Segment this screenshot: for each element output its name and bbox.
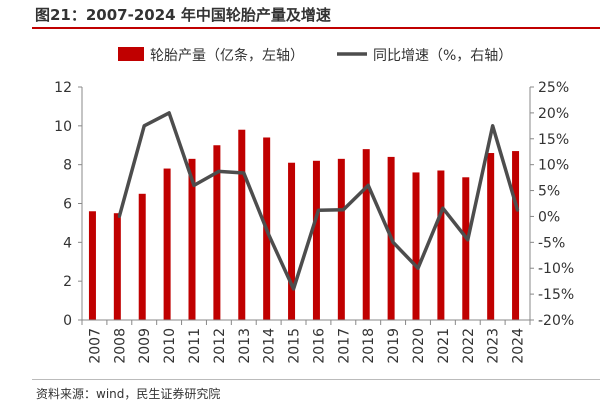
line-point-2010 [167,111,171,115]
line-point-2014 [267,233,271,237]
bar-2018 [362,149,370,320]
right-axis: -20% -15% -10% -5% 0% 5% 10% 15% 20% 25% [529,80,574,329]
x-tick-label: 2013 [237,328,253,364]
left-tick-label: 2 [63,274,72,290]
x-tick-label: 2017 [336,328,352,364]
bar-2024 [512,151,520,320]
legend-bar-swatch [118,47,144,61]
bar-2021 [437,170,445,320]
right-tick-label: -10% [538,261,574,277]
x-tick-label: 2022 [461,328,477,364]
x-tick-label: 2021 [436,328,452,364]
line-point-2013 [242,171,246,175]
bar-2016 [312,160,320,320]
x-tick-label: 2016 [311,328,327,364]
left-tick-label: 0 [63,313,72,329]
bar-2013 [238,129,246,320]
right-tick-label: 5% [538,184,560,200]
bar-2017 [337,158,345,320]
bar-2015 [288,162,296,320]
line-point-2011 [192,183,196,187]
line-point-2024 [516,208,520,212]
x-tick-label: 2024 [511,328,527,364]
line-point-2020 [416,266,420,270]
line-point-2009 [142,124,146,128]
right-tick-label: 20% [538,106,569,122]
bar-2012 [213,145,221,320]
right-tick-label: -20% [538,313,574,329]
line-point-2023 [491,124,495,128]
right-tick-label: -5% [538,235,565,251]
left-tick-label: 6 [63,197,72,213]
page-title: 图21：2007-2024 年中国轮胎产量及增速 [35,6,331,24]
x-tick-label: 2008 [112,328,128,364]
bar-2022 [462,177,470,320]
right-tick-label: 0% [538,209,560,225]
line-point-2018 [366,183,370,187]
line-point-2017 [341,208,345,212]
line-point-2016 [316,208,320,212]
line-point-2015 [292,287,296,291]
bar-2008 [113,213,121,320]
bar-2023 [487,153,495,320]
line-point-2012 [217,169,221,173]
left-tick-label: 12 [54,80,72,96]
line-point-2019 [391,240,395,244]
left-axis: 0 2 4 6 8 10 12 [54,80,83,329]
line-point-2022 [466,238,470,242]
x-tick-label: 2010 [162,328,178,364]
bar-2007 [88,211,96,320]
line-point-2008 [117,214,121,218]
x-tick-label: 2020 [411,328,427,364]
left-tick-label: 10 [54,119,72,135]
x-tick-label: 2012 [212,328,228,364]
x-tick-label: 2014 [262,328,278,364]
x-tick-label: 2015 [287,328,303,364]
right-tick-label: 15% [538,132,569,148]
source-note: 资料来源：wind，民生证券研究院 [36,387,221,401]
bar-2011 [188,158,196,320]
legend: 轮胎产量（亿条，左轴） 同比增速（%，右轴） [118,47,512,64]
bar-2009 [138,193,146,320]
title-rule [32,27,600,29]
x-tick-label: 2019 [386,328,402,364]
x-axis: 2007 2008 2009 2010 2011 2012 2013 2014 2015 2016… [81,319,531,364]
line-series [117,111,520,291]
x-tick-label: 2009 [137,328,153,364]
left-tick-label: 4 [63,235,72,251]
left-tick-label: 8 [63,158,72,174]
x-tick-label: 2007 [87,328,103,364]
right-tick-label: 25% [538,80,569,96]
source-rule [32,379,600,380]
right-tick-label: -15% [538,287,574,303]
legend-bar-label: 轮胎产量（亿条，左轴） [150,47,304,64]
bar-2020 [412,172,420,320]
legend-line-label: 同比增速（%，右轴） [373,48,512,64]
bar-2010 [163,168,171,320]
line-point-2021 [441,206,445,210]
x-tick-label: 2011 [187,328,203,364]
x-tick-label: 2023 [486,328,502,364]
x-tick-label: 2018 [361,328,377,364]
right-tick-label: 10% [538,158,569,174]
